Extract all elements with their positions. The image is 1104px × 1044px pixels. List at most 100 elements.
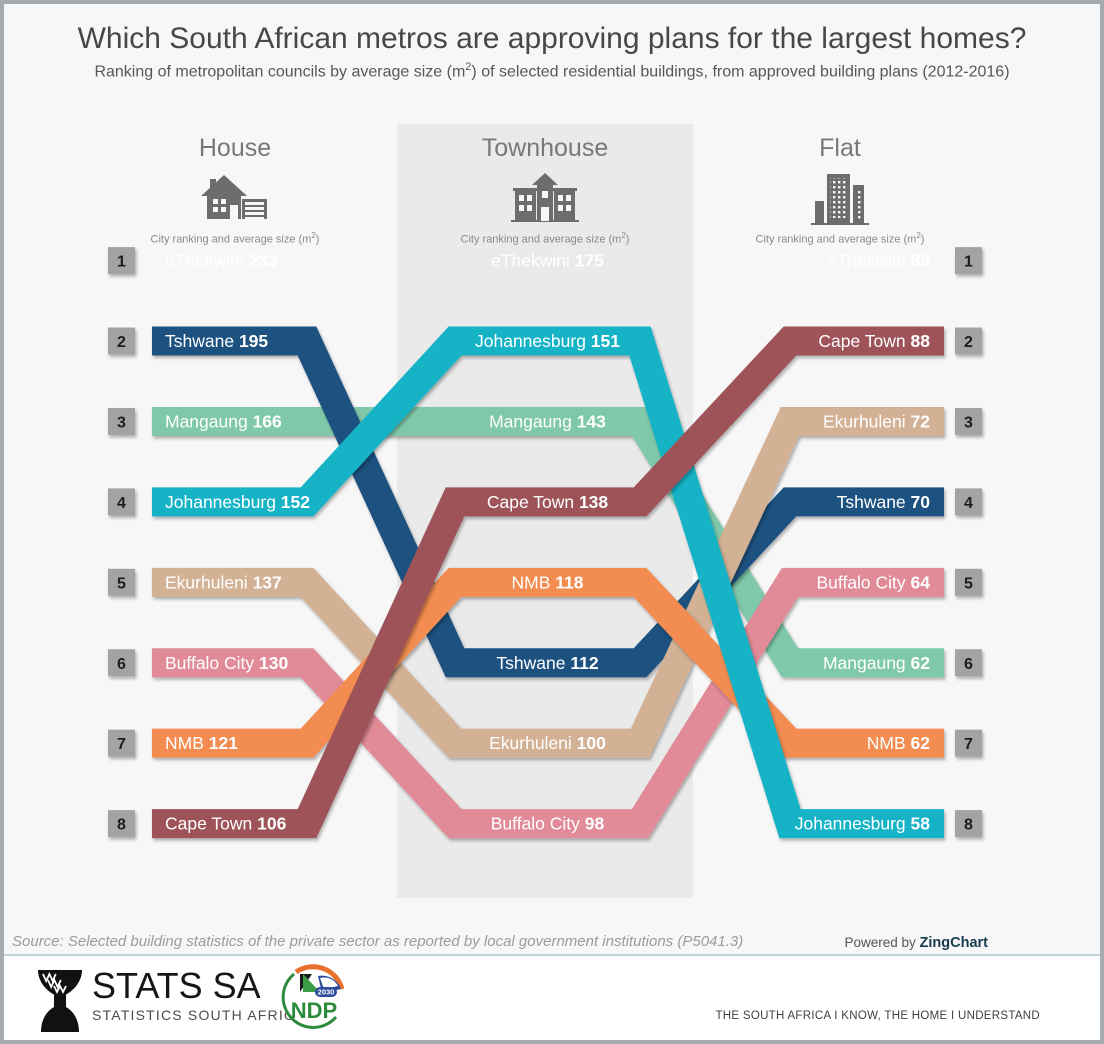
rank-badge-number: 6	[964, 656, 973, 673]
caption-text-2: )	[625, 233, 630, 246]
column-title-flat: Flat	[819, 134, 861, 162]
caption-sup: 2	[311, 231, 316, 240]
band-label-mangaung-townhouse: Mangaung 143	[489, 411, 606, 431]
band-label-nmb-townhouse: NMB 118	[512, 572, 584, 592]
rank-badge	[108, 488, 135, 516]
zingchart-brand-link[interactable]: ZingChart	[919, 935, 988, 951]
ribbon-buffalo-city[interactable]	[152, 567, 944, 839]
column-caption-house: City ranking and average size (m2)	[125, 231, 345, 246]
caption-text-2: )	[315, 233, 320, 246]
rank-badge	[108, 247, 135, 275]
source-note: Source: Selected building statistics of …	[12, 933, 744, 950]
band-label-nmb-house: NMB 121	[165, 733, 238, 753]
ndp-text: NDP	[291, 998, 337, 1023]
rank-badge-number: 1	[117, 254, 126, 271]
band-label-cape-town-townhouse: Cape Town 138	[487, 492, 609, 512]
band-label-ekurhuleni-townhouse: Ekurhuleni 100	[489, 733, 606, 753]
ribbon-tshwane[interactable]	[152, 326, 944, 678]
column-title-townhouse: Townhouse	[481, 134, 609, 162]
caption-sup: 2	[621, 231, 626, 240]
org-name: STATS SA	[92, 965, 261, 1006]
band-label-mangaung-flat: Mangaung 62	[823, 653, 930, 673]
org-subtitle: STATISTICS SOUTH AFRICA	[92, 1006, 306, 1023]
rank-badge	[108, 729, 135, 757]
stats-sa-drum-icon	[38, 970, 82, 1032]
townhouse-icon	[435, 171, 655, 227]
ndp-year: 2030	[318, 988, 335, 997]
rank-badge-number: 1	[964, 254, 973, 271]
column-header-townhouse: Townhouse City	[435, 134, 655, 246]
ribbon-nmb[interactable]	[152, 567, 944, 758]
band-label-cape-town-flat: Cape Town 88	[818, 331, 930, 351]
rank-badge	[955, 810, 982, 838]
rank-badge-number: 7	[964, 736, 973, 753]
rank-badge-number: 8	[964, 817, 973, 834]
rank-badge-number: 4	[964, 495, 973, 512]
band-label-ethekwini-house: eThekwini 233	[165, 251, 278, 271]
rank-badge-number: 5	[964, 575, 973, 592]
rank-badge-number: 5	[117, 575, 126, 592]
rank-badge	[108, 327, 135, 355]
band-label-buffalo-city-townhouse: Buffalo City 98	[491, 814, 605, 834]
band-label-tshwane-house: Tshwane 195	[165, 331, 268, 351]
column-header-house: House City ranking and average size (	[125, 134, 345, 246]
logo-bar: STATS SA STATISTICS SOUTH AFRICA 2030 ND…	[0, 957, 1104, 1044]
chart-title: Which South African metros are approving…	[77, 22, 1027, 55]
caption-text: City ranking and average size (m	[755, 233, 917, 246]
band-label-ethekwini-flat: eThekwini 89	[827, 251, 930, 271]
rank-badge	[108, 810, 135, 838]
band-label-johannesburg-flat: Johannesburg 58	[795, 814, 931, 834]
band-label-tshwane-flat: Tshwane 70	[837, 492, 931, 512]
rank-badge	[108, 407, 135, 435]
caption-text: City ranking and average size (m	[150, 233, 312, 246]
band-label-ekurhuleni-flat: Ekurhuleni 72	[823, 411, 930, 431]
house-icon	[125, 171, 345, 227]
stats-sa-wordmark: STATS SA STATISTICS SOUTH AFRICA	[92, 967, 306, 1023]
ribbon-cape-town[interactable]	[152, 326, 944, 839]
band-label-buffalo-city-flat: Buffalo City 64	[817, 572, 931, 592]
caption-text-2: )	[920, 233, 925, 246]
footer-divider	[0, 954, 1104, 956]
rank-badge	[955, 247, 982, 275]
column-title-house: House	[198, 134, 272, 162]
caption-sup: 2	[916, 231, 921, 240]
rank-badge-number: 6	[117, 656, 126, 673]
column-header-flat: Flat City ranking and average size (m2)	[730, 134, 950, 246]
rank-badge	[108, 568, 135, 596]
rank-badge-number: 8	[117, 817, 126, 834]
band-label-buffalo-city-house: Buffalo City 130	[165, 653, 288, 673]
band-label-tshwane-townhouse: Tshwane 112	[496, 653, 598, 673]
rank-badge-number: 4	[117, 495, 126, 512]
subtitle-sup: 2	[465, 61, 472, 73]
rank-badge	[955, 649, 982, 677]
rank-badge	[955, 327, 982, 355]
ribbon-mangaung[interactable]	[152, 406, 944, 678]
column-caption-townhouse: City ranking and average size (m2)	[435, 231, 655, 246]
column-caption-flat: City ranking and average size (m2)	[730, 231, 950, 246]
rank-badge-number: 3	[117, 414, 126, 431]
ribbon-johannesburg[interactable]	[152, 326, 944, 839]
flat-icon	[730, 171, 950, 227]
band-label-johannesburg-house: Johannesburg 152	[165, 492, 310, 512]
rank-badge-number: 7	[117, 736, 126, 753]
subtitle-text-2: ) of selected residential buildings, fro…	[471, 63, 1010, 81]
rank-badge-number: 2	[117, 334, 126, 351]
tagline: THE SOUTH AFRICA I KNOW, THE HOME I UNDE…	[715, 1010, 1040, 1022]
band-label-mangaung-house: Mangaung 166	[165, 411, 282, 431]
band-label-cape-town-house: Cape Town 106	[165, 814, 287, 834]
powered-by: Powered by ZingChart	[844, 935, 988, 951]
rank-badge-number: 2	[964, 334, 973, 351]
band-label-ethekwini-townhouse: eThekwini 175	[491, 251, 604, 271]
rank-badge	[955, 568, 982, 596]
caption-text: City ranking and average size (m	[460, 233, 622, 246]
rank-badge-number: 3	[964, 414, 973, 431]
band-label-ekurhuleni-house: Ekurhuleni 137	[165, 572, 282, 592]
ribbon-ekurhuleni[interactable]	[152, 406, 944, 758]
band-label-johannesburg-townhouse: Johannesburg 151	[475, 331, 620, 351]
rank-badge	[108, 649, 135, 677]
powered-by-text: Powered by	[844, 935, 916, 950]
ndp-logo: 2030 NDP	[281, 964, 345, 1029]
subtitle-text: Ranking of metropolitan councils by aver…	[94, 63, 466, 81]
